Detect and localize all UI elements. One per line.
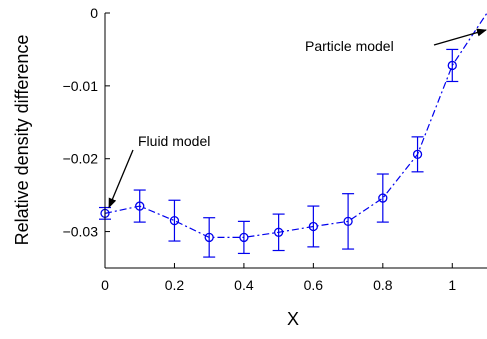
x-tick-label: 0 xyxy=(101,277,109,293)
data-point xyxy=(343,216,353,227)
y-tick-label: −0.01 xyxy=(63,78,99,94)
x-tick-label: 0.4 xyxy=(234,277,254,293)
particle-model-arrow xyxy=(433,28,487,46)
x-tick-label: 0.6 xyxy=(304,277,324,293)
data-point xyxy=(204,232,214,243)
x-tick-label: 1 xyxy=(448,277,456,293)
data-point xyxy=(412,149,423,159)
x-tick-label: 0.2 xyxy=(165,277,185,293)
data-point xyxy=(239,232,249,243)
data-point xyxy=(308,221,319,232)
x-tick-label: 0.8 xyxy=(373,277,393,293)
data-point xyxy=(447,60,457,71)
data-point xyxy=(169,215,180,226)
data-point xyxy=(378,193,388,203)
labels-layer: X Relative density difference Fluid mode… xyxy=(12,35,394,329)
data-point xyxy=(273,227,284,237)
plot-layer xyxy=(99,12,487,258)
y-tick-label: −0.02 xyxy=(63,151,99,167)
axes-layer: 0 0.2 0.4 0.6 0.8 1 0 −0.01 −0.02 −0.03 xyxy=(63,5,487,293)
y-tick-label: 0 xyxy=(90,5,98,21)
annotation-particle-model: Particle model xyxy=(305,38,394,54)
y-axis-label: Relative density difference xyxy=(12,35,32,246)
x-axis-label: X xyxy=(287,309,299,329)
y-tick-label: −0.03 xyxy=(63,224,99,240)
fluid-model-arrow xyxy=(108,149,134,209)
annotation-fluid-model: Fluid model xyxy=(138,133,210,149)
series-line xyxy=(104,12,487,238)
data-point xyxy=(135,201,145,211)
